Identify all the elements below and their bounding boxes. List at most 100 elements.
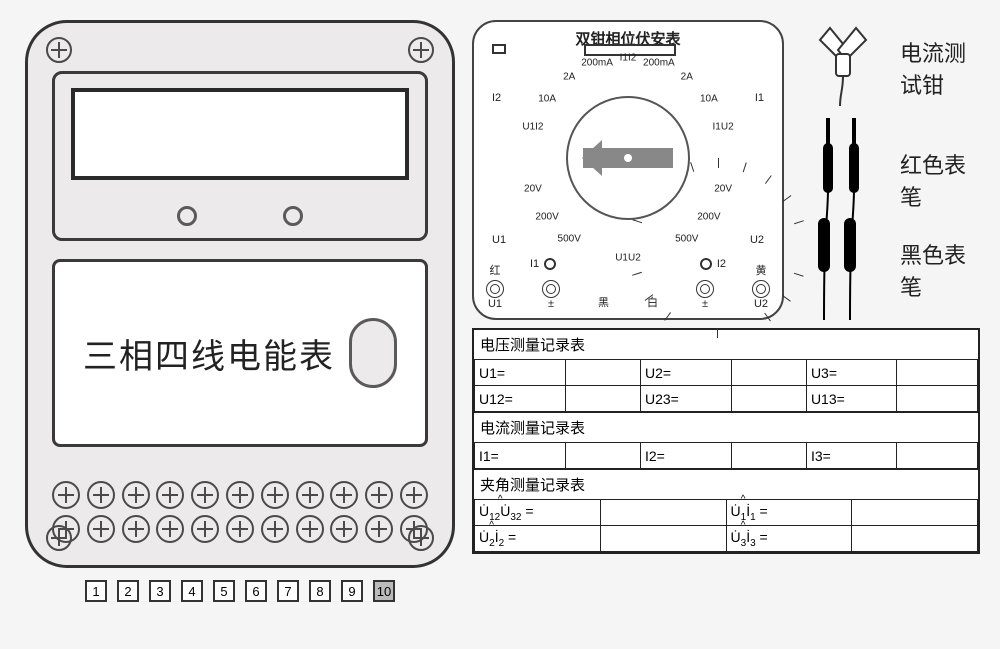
cell: I2= [640, 443, 731, 469]
dial-tick-label: 20V [714, 183, 732, 194]
power-icon [492, 44, 506, 54]
cell: U̇3İ3 = [726, 526, 852, 552]
record-tables: 电压测量记录表 U1= U2= U3= U12= U23= U13= 电流测量记… [472, 328, 980, 554]
terminal-screw-icon [365, 481, 393, 509]
port-gnd[interactable] [696, 280, 714, 298]
port-label: ± [548, 298, 554, 310]
dial-tick-label: U1I2 [522, 122, 543, 133]
cell: U2= [640, 360, 731, 386]
terminal-screw-icon [87, 515, 115, 543]
dial-side-label: U1 [492, 234, 506, 246]
dial-tick-label: 2A [681, 72, 693, 83]
port-yellow[interactable] [752, 280, 770, 298]
cell: I3= [806, 443, 897, 469]
cell: U3= [806, 360, 897, 386]
terminal-screw-icon [365, 515, 393, 543]
terminal-screw-icon [191, 515, 219, 543]
port-label: U2 [754, 298, 768, 310]
terminal-number: 3 [149, 580, 171, 602]
voltage-table: U1= U2= U3= U12= U23= U13= [474, 359, 978, 412]
terminal-screw-icon [87, 481, 115, 509]
probe-label-clamp: 电流测试钳 [900, 36, 980, 100]
terminal-screw-icon [156, 515, 184, 543]
rotary-dial[interactable]: I1I2200mA2A10AI1U220V200V500VU1U2500V200… [538, 68, 718, 248]
display-frame [52, 71, 428, 241]
terminal-screw-icon [191, 481, 219, 509]
dial-side-label: I2 [492, 92, 501, 104]
dial-tick-label: 200V [697, 211, 720, 222]
probe-label-red: 红色表笔 [900, 148, 980, 212]
terminal-screw-icon [52, 481, 80, 509]
probe-label-black: 黑色表笔 [900, 238, 980, 302]
dial-side-label: I1 [755, 92, 764, 104]
dial-tick-label: 200mA [581, 57, 613, 68]
terminal-screw-icon [330, 481, 358, 509]
screw-icon [408, 37, 434, 63]
terminal-screw-icon [122, 515, 150, 543]
dial-tick-label: 10A [700, 94, 718, 105]
dial-side-label: U2 [750, 234, 764, 246]
port-gnd[interactable] [542, 280, 560, 298]
terminal-number: 6 [245, 580, 267, 602]
terminal-screw-icon [400, 481, 428, 509]
port-label: 黄 [756, 265, 767, 277]
right-column: 双钳相位伏安表 I1I2200mA2A10AI1U220V200V500VU1U… [472, 20, 980, 629]
cell: U12= [475, 386, 566, 412]
dial-tick-label: 500V [558, 233, 581, 244]
terminal-number-strip: 123456789 10 [20, 580, 460, 602]
terminal-screw-icon [156, 481, 184, 509]
port-label: 白 [647, 297, 658, 309]
terminal-number: 10 [373, 580, 395, 602]
terminal-number: 4 [181, 580, 203, 602]
terminal-number: 5 [213, 580, 235, 602]
meter-label-frame: 三相四线电能表 [52, 259, 428, 447]
meter-label: 三相四线电能表 [83, 329, 335, 378]
dial-tick-label: 200mA [643, 57, 675, 68]
terminal-screw-icon [330, 515, 358, 543]
terminal-screw-icon [296, 481, 324, 509]
phase-va-meter: 双钳相位伏安表 I1I2200mA2A10AI1U220V200V500VU1U… [472, 20, 784, 320]
dial-tick-label: 2A [563, 72, 575, 83]
current-table-title: 电流测量记录表 [474, 412, 978, 442]
indicator-leds [55, 206, 425, 226]
lcd-display [71, 88, 409, 180]
port-label: U1 [488, 298, 502, 310]
screw-icon [46, 37, 72, 63]
port-red[interactable] [486, 280, 504, 298]
terminal-number: 1 [85, 580, 107, 602]
energy-meter: 三相四线电能表 [25, 20, 455, 568]
cell: U̇2İ2 = [475, 526, 601, 552]
terminal-screw-icon [52, 515, 80, 543]
terminal-number: 2 [117, 580, 139, 602]
dial-tick-label: 200V [535, 211, 558, 222]
cell: I1= [475, 443, 566, 469]
port-label: ± [702, 298, 708, 310]
terminal-screw-icon [400, 515, 428, 543]
probes-column: 电流测试钳 红色表笔 黑色表笔 [790, 20, 980, 320]
port-label: 黑 [598, 297, 609, 309]
dial-tick-label: 10A [538, 94, 556, 105]
terminal-number: 9 [341, 580, 363, 602]
terminal-screw-icon [226, 515, 254, 543]
terminal-number: 7 [277, 580, 299, 602]
angle-table: U̇12U̇32 = U̇1İ1 = U̇2İ2 = U̇3İ3 = [474, 499, 978, 552]
terminal-screw-icon [261, 515, 289, 543]
angle-table-title: 夹角测量记录表 [474, 469, 978, 499]
cell: U13= [806, 386, 897, 412]
dial-tick-label: 20V [524, 183, 542, 194]
meter-button[interactable] [349, 318, 397, 388]
dial-tick-label: I1U2 [713, 122, 734, 133]
dial-tick-label: I1I2 [620, 53, 637, 64]
voltage-table-title: 电压测量记录表 [474, 330, 978, 359]
terminal-number: 8 [309, 580, 331, 602]
left-column: 三相四线电能表 123456789 10 [20, 20, 460, 629]
dial-tick-label: 500V [675, 233, 698, 244]
cell: U1= [475, 360, 566, 386]
terminal-screw-icon [226, 481, 254, 509]
terminal-rows [52, 475, 428, 543]
terminal-screw-icon [296, 515, 324, 543]
port-label: 红 [490, 265, 501, 277]
knob[interactable] [566, 96, 690, 220]
terminal-screw-icon [122, 481, 150, 509]
current-table: I1= I2= I3= [474, 442, 978, 469]
